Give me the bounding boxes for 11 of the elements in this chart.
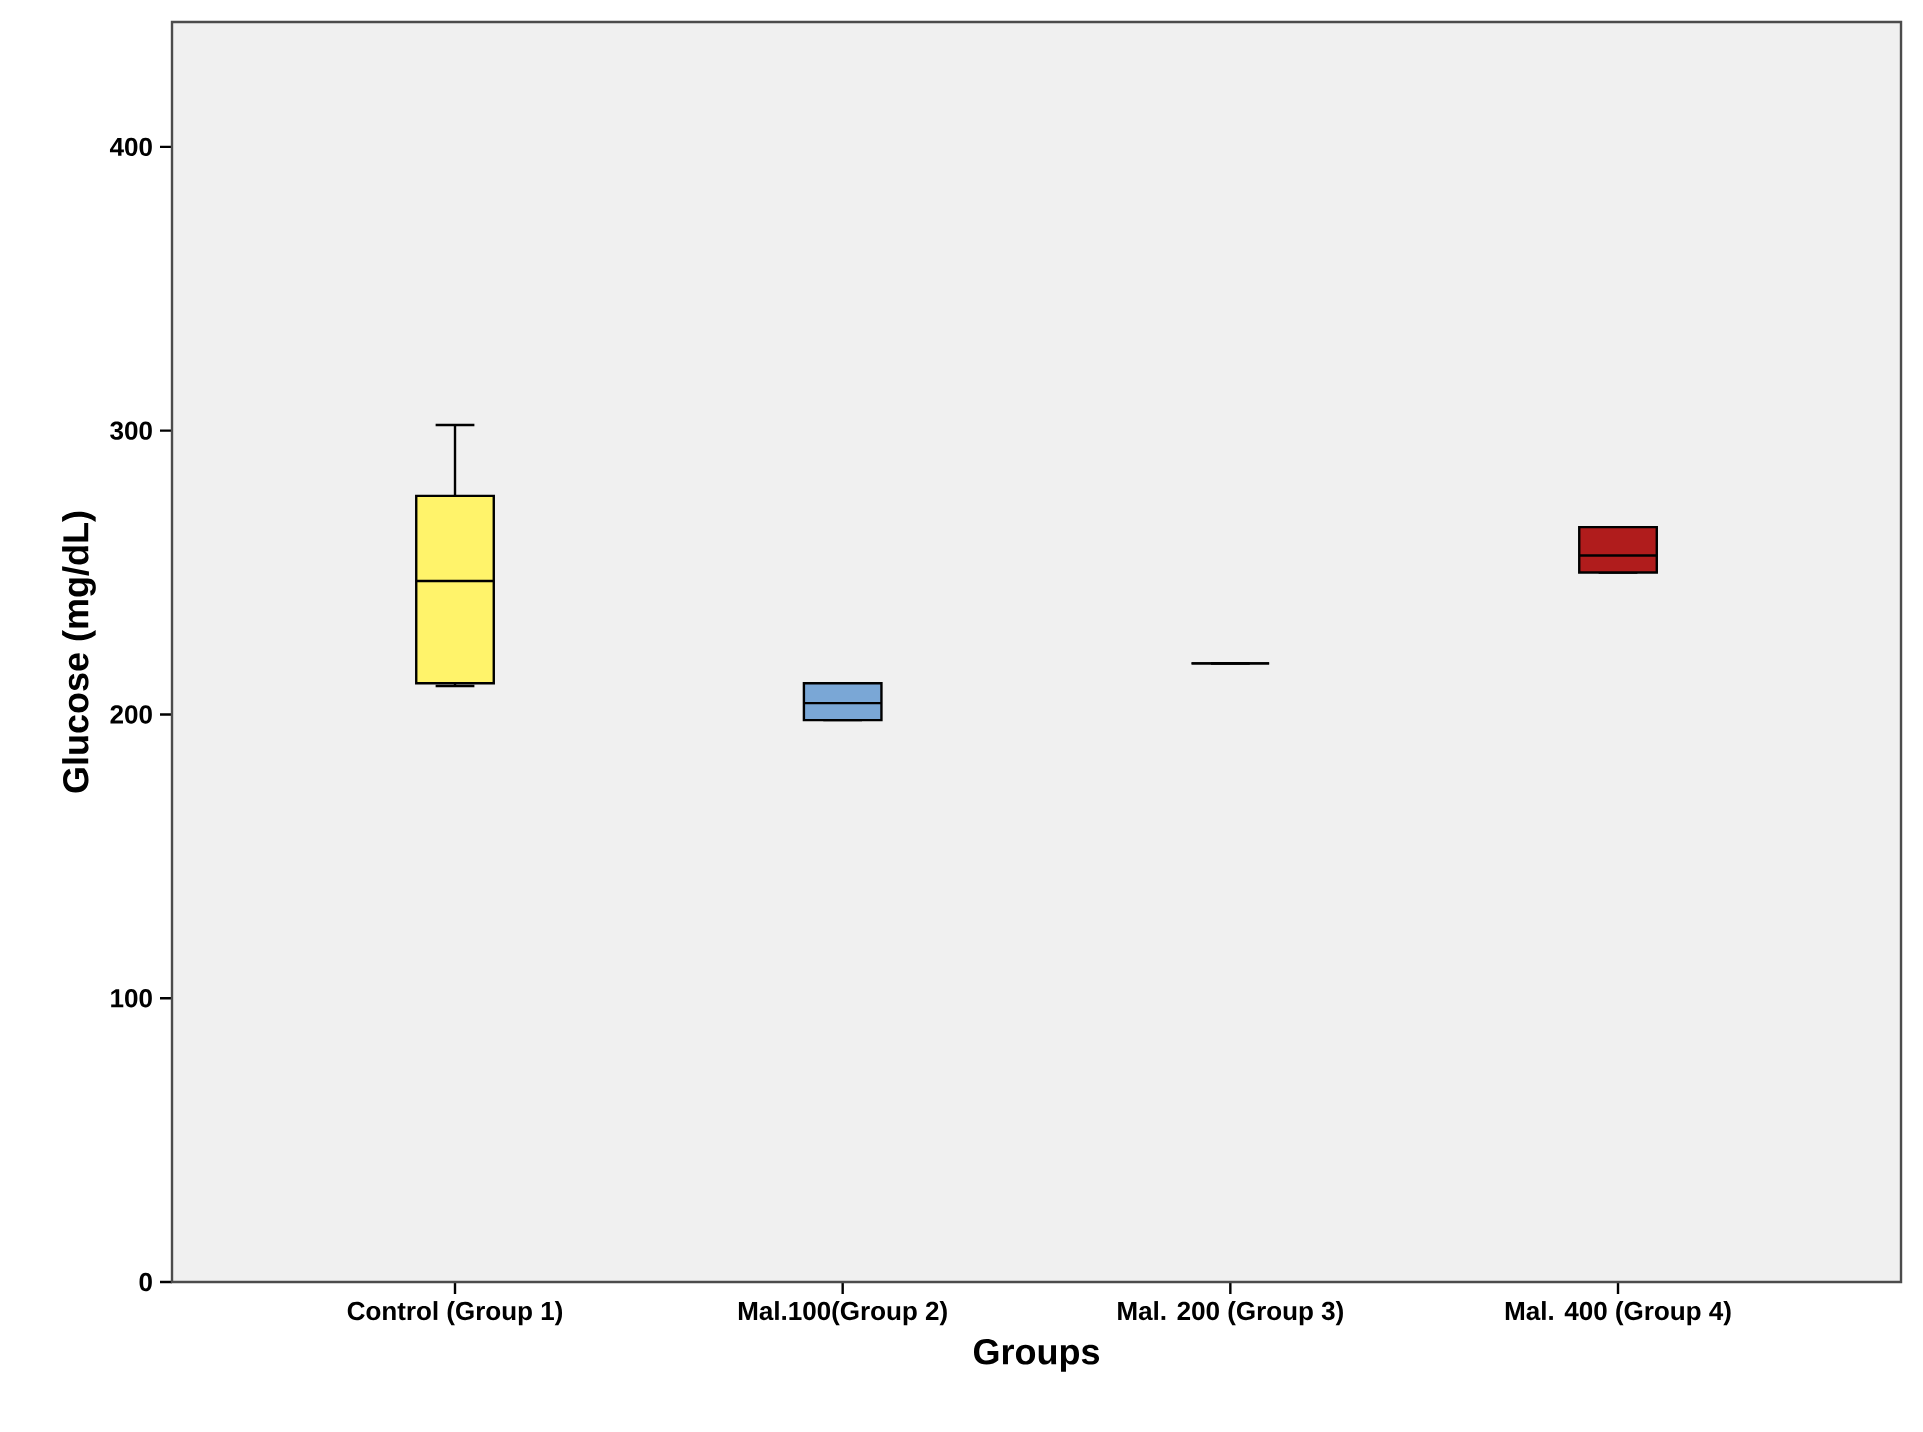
x-tick-label: Control (Group 1): [347, 1301, 563, 1326]
y-tick-label: 0: [139, 1272, 152, 1292]
y-tick-label: 100: [111, 989, 152, 1008]
y-tick-label: 200: [110, 705, 152, 724]
x-tick-label: Mal. 400 (Group 4): [1505, 1301, 1731, 1326]
x-tick-label: Mal.100(Group 2): [738, 1301, 947, 1326]
y-tick-label: 400: [109, 137, 152, 157]
x-axis-title: Groups: [973, 1339, 1100, 1372]
y-axis-title: Glucose (mg/dL): [62, 511, 96, 793]
y-tick-label: 300: [110, 421, 152, 440]
x-tick-label: Mal. 200 (Group 3): [1118, 1301, 1343, 1326]
